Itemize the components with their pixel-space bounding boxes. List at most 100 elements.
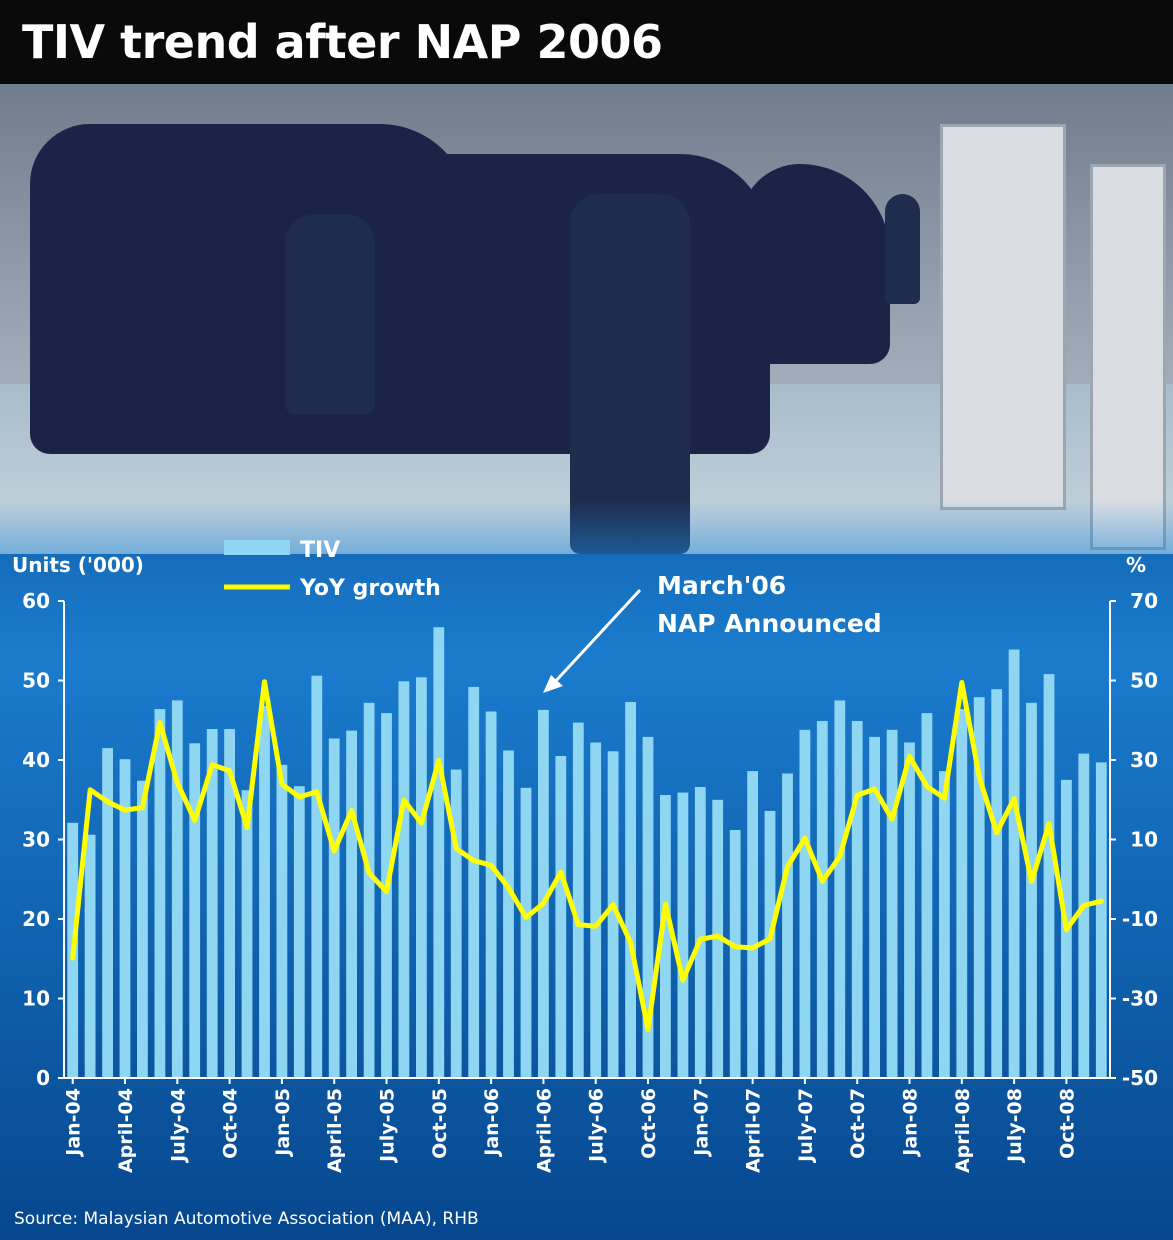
- x-tick-label: Oct-08: [1056, 1088, 1078, 1159]
- tiv-bar: [1078, 753, 1090, 1078]
- yoy-point: [995, 831, 999, 835]
- yoy-point: [611, 903, 615, 907]
- tiv-bar: [398, 681, 410, 1078]
- tiv-bar: [137, 780, 148, 1078]
- yoy-point: [925, 785, 929, 789]
- annotation-line-2: NAP Announced: [657, 609, 882, 638]
- yoy-point: [1099, 899, 1103, 903]
- tiv-bar: [346, 730, 357, 1078]
- tiv-bar: [660, 795, 671, 1078]
- tiv-bar: [1095, 762, 1107, 1078]
- left-tick-label: 60: [22, 589, 50, 613]
- yoy-point: [263, 680, 266, 684]
- x-tick-label: July-08: [1004, 1088, 1026, 1164]
- yoy-point: [71, 956, 75, 960]
- yoy-point: [106, 800, 110, 804]
- right-tick-label: 30: [1130, 748, 1158, 772]
- yoy-point: [960, 681, 964, 684]
- tiv-bar: [694, 787, 706, 1078]
- tiv-bar: [1026, 702, 1037, 1078]
- car-body: [330, 154, 770, 454]
- tiv-bar: [921, 713, 933, 1078]
- yoy-point: [472, 859, 476, 863]
- yoy-point: [786, 865, 789, 868]
- annotation-nap: March'06 NAP Announced: [543, 571, 882, 693]
- x-tick-label: April-06: [533, 1088, 555, 1173]
- yoy-point: [890, 817, 894, 821]
- tiv-bar: [171, 700, 183, 1078]
- right-tick-label: 10: [1130, 828, 1158, 852]
- tiv-bar: [904, 742, 915, 1078]
- yoy-point: [1047, 822, 1051, 826]
- tiv-bar: [869, 736, 880, 1078]
- yoy-point: [88, 788, 92, 792]
- left-tick-label: 50: [22, 669, 50, 693]
- yoy-point: [297, 795, 301, 799]
- yoy-point: [419, 821, 423, 825]
- tiv-bar: [816, 721, 828, 1078]
- yoy-point: [385, 890, 388, 894]
- yoy-point: [733, 945, 737, 949]
- yoy-point: [1064, 928, 1068, 932]
- tiv-bar: [747, 771, 758, 1078]
- left-tick-label: 30: [22, 828, 50, 852]
- tiv-bar: [991, 689, 1003, 1078]
- right-tick-label: -50: [1122, 1066, 1158, 1090]
- x-tick-label: July-07: [795, 1088, 817, 1164]
- legend: TIV YoY growth: [224, 538, 441, 601]
- tiv-bar: [259, 705, 270, 1078]
- yoy-point: [123, 808, 127, 812]
- annotation-line-1: March'06: [657, 571, 786, 600]
- worker: [285, 214, 375, 414]
- yoy-point: [1012, 797, 1016, 801]
- yoy-point: [664, 902, 667, 906]
- annotation-arrow: [551, 588, 642, 686]
- axes: 0 10 20 30 40 50 60 -50 -30 -10 10 30 50 70 Jan-04 Apri…: [22, 589, 1158, 1173]
- x-tick-label: July-06: [586, 1088, 608, 1164]
- tiv-bar: [555, 756, 567, 1078]
- yoy-point: [175, 781, 179, 785]
- tiv-bar: [224, 729, 235, 1078]
- x-tick-label: April-05: [324, 1088, 346, 1173]
- tiv-bar: [607, 751, 619, 1078]
- source-note: Source: Malaysian Automotive Association…: [14, 1209, 479, 1229]
- yoy-point: [559, 870, 563, 874]
- x-tick-label: July-04: [167, 1088, 189, 1164]
- tiv-bar: [729, 830, 741, 1078]
- worker: [570, 194, 690, 554]
- yoy-point: [855, 793, 859, 797]
- tiv-bar: [276, 764, 288, 1078]
- x-tick-label: Oct-06: [638, 1088, 660, 1159]
- yoy-point: [193, 818, 197, 822]
- legend-swatch-tiv: [224, 540, 290, 555]
- tiv-bars: [67, 627, 1107, 1079]
- x-tick-label: Jan-04: [63, 1088, 85, 1158]
- annotation-arrowhead: [543, 675, 563, 693]
- yoy-point: [210, 763, 214, 767]
- right-tick-label: -30: [1122, 987, 1158, 1011]
- x-tick-label: April-07: [743, 1088, 765, 1173]
- tiv-bar: [328, 738, 340, 1078]
- yoy-growth-line: [70, 679, 1104, 1032]
- tiv-bar: [939, 771, 950, 1078]
- tiv-bar: [206, 729, 218, 1078]
- yoy-point: [698, 937, 702, 941]
- yoy-point: [367, 871, 371, 875]
- tiv-bar: [956, 709, 968, 1078]
- right-tick-label: 50: [1130, 669, 1158, 693]
- right-axis-label: %: [1126, 553, 1146, 577]
- tiv-bar: [799, 729, 811, 1078]
- tiv-bar: [834, 700, 846, 1078]
- tiv-bar: [241, 790, 253, 1078]
- yoy-point: [820, 879, 824, 883]
- yoy-point: [315, 790, 319, 794]
- yoy-point: [454, 847, 458, 851]
- tiv-bar: [590, 742, 602, 1078]
- yoy-point: [140, 806, 144, 810]
- tiv-bar: [572, 722, 584, 1078]
- tiv-bar: [677, 792, 689, 1078]
- yoy-point: [803, 836, 807, 840]
- right-tick-label: -10: [1122, 907, 1158, 931]
- tiv-bar: [84, 834, 96, 1078]
